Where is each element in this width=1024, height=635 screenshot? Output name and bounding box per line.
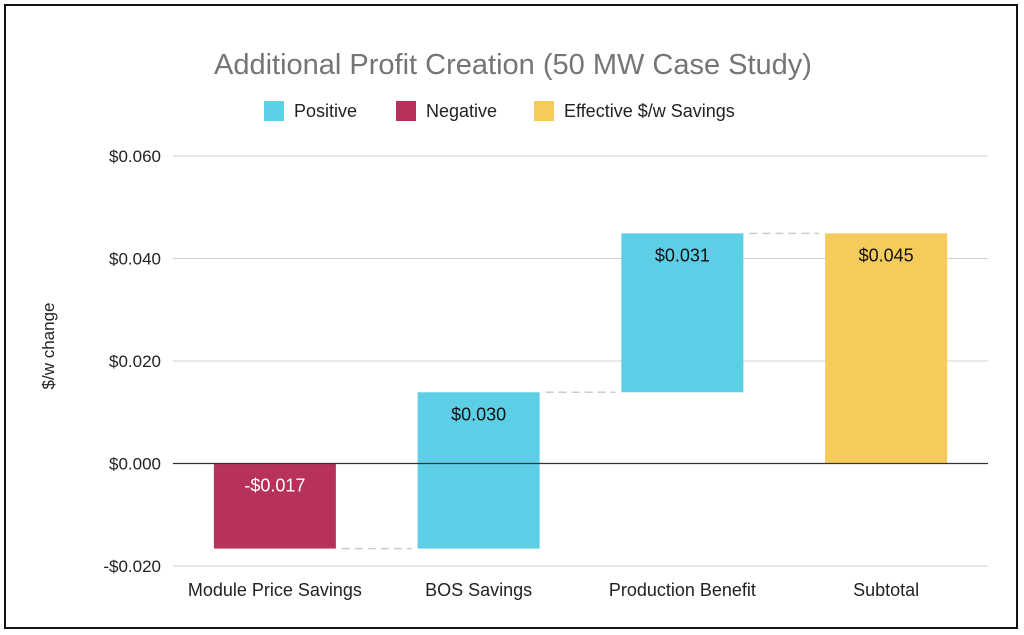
chart-frame: Additional Profit Creation (50 MW Case S… bbox=[4, 4, 1018, 629]
y-tick-label: $0.020 bbox=[109, 352, 161, 371]
bar-data-label: -$0.017 bbox=[244, 476, 305, 496]
connector-lines bbox=[341, 232, 820, 550]
legend-label: Negative bbox=[426, 101, 497, 121]
bars bbox=[213, 233, 948, 549]
y-axis-label: $/w change bbox=[39, 303, 58, 390]
legend-label: Effective $/w Savings bbox=[564, 101, 735, 121]
x-category-label: BOS Savings bbox=[425, 580, 532, 600]
legend-item: Positive bbox=[264, 101, 357, 121]
legend-item: Negative bbox=[396, 101, 497, 121]
bar bbox=[621, 233, 744, 393]
legend-swatch bbox=[264, 101, 284, 121]
bar bbox=[417, 392, 540, 549]
bar-data-label: $0.045 bbox=[859, 245, 914, 265]
legend-swatch bbox=[534, 101, 554, 121]
y-tick-label: -$0.020 bbox=[103, 557, 161, 576]
x-category-label: Module Price Savings bbox=[188, 580, 362, 600]
legend-swatch bbox=[396, 101, 416, 121]
bar-data-label: $0.030 bbox=[451, 404, 506, 424]
y-tick-label: $0.000 bbox=[109, 455, 161, 474]
legend-label: Positive bbox=[294, 101, 357, 121]
y-tick-label: $0.060 bbox=[109, 147, 161, 166]
x-category-label: Production Benefit bbox=[609, 580, 756, 600]
data-labels: -$0.017 $0.030 $0.031 $0.045 bbox=[244, 245, 913, 495]
y-axis: -$0.020 $0.000 $0.020 $0.040 $0.060 bbox=[103, 147, 161, 576]
y-tick-label: $0.040 bbox=[109, 250, 161, 269]
bar bbox=[213, 463, 336, 549]
bar-data-label: $0.031 bbox=[655, 245, 710, 265]
bar bbox=[825, 233, 948, 464]
waterfall-chart: Additional Profit Creation (50 MW Case S… bbox=[39, 49, 988, 600]
legend: Positive Negative Effective $/w Savings bbox=[264, 101, 735, 121]
x-category-label: Subtotal bbox=[853, 580, 919, 600]
chart-title: Additional Profit Creation (50 MW Case S… bbox=[214, 49, 812, 81]
legend-item: Effective $/w Savings bbox=[534, 101, 735, 121]
x-axis: Module Price Savings BOS Savings Productio… bbox=[188, 580, 919, 600]
